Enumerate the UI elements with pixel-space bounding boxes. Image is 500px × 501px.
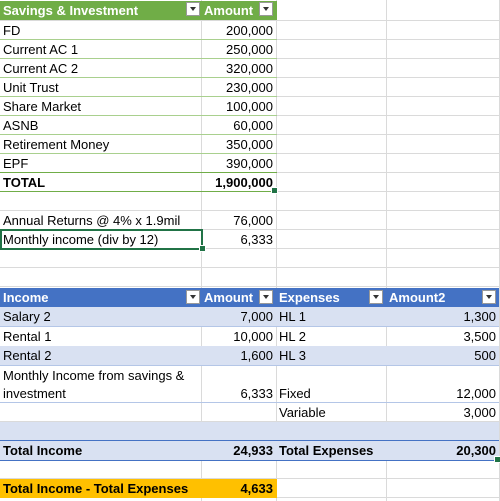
monthly-income-label[interactable]: Monthly income (div by 12)	[3, 232, 159, 247]
expense-row-label[interactable]: HL 1	[279, 309, 306, 324]
income-header-amount[interactable]: Amount	[204, 290, 254, 305]
total-expenses-label[interactable]: Total Expenses	[279, 443, 374, 458]
net-row-band	[0, 479, 277, 498]
filter-dropdown-icon[interactable]	[186, 290, 200, 304]
savings-header-row	[0, 1, 277, 20]
expense-row-label[interactable]: Fixed	[279, 386, 311, 401]
total-expenses-amount[interactable]: 20,300	[456, 443, 496, 458]
fill-handle[interactable]	[199, 245, 206, 252]
expense-row-label[interactable]: HL 2	[279, 329, 306, 344]
savings-total-label[interactable]: TOTAL	[3, 175, 46, 190]
filter-dropdown-icon[interactable]	[186, 2, 200, 16]
savings-row-amount[interactable]: 200,000	[226, 23, 273, 38]
savings-row-amount[interactable]: 350,000	[226, 137, 273, 152]
savings-row-amount[interactable]: 100,000	[226, 99, 273, 114]
expense-row-amount[interactable]: 1,300	[463, 309, 496, 324]
income-row-band	[0, 346, 499, 365]
monthly-income-value[interactable]: 6,333	[240, 232, 273, 247]
savings-row-label[interactable]: Unit Trust	[3, 80, 59, 95]
table-resize-handle[interactable]	[271, 187, 278, 194]
income-row-label[interactable]: Rental 1	[3, 329, 52, 344]
savings-row-amount[interactable]: 60,000	[233, 118, 273, 133]
filter-dropdown-icon[interactable]	[259, 2, 273, 16]
savings-row-amount[interactable]: 390,000	[226, 156, 273, 171]
income-header-expenses[interactable]: Expenses	[279, 290, 340, 305]
savings-total-amount[interactable]: 1,900,000	[215, 175, 273, 190]
savings-row-label[interactable]: Share Market	[3, 99, 82, 114]
savings-row-label[interactable]: ASNB	[3, 118, 39, 133]
expense-row-label[interactable]: HL 3	[279, 348, 306, 363]
savings-row-label[interactable]: Current AC 1	[3, 42, 79, 57]
savings-income-label-line1[interactable]: Monthly Income from savings &	[3, 368, 185, 383]
savings-row-label[interactable]: Retirement Money	[3, 137, 110, 152]
income-row-band	[0, 307, 499, 326]
filter-dropdown-icon[interactable]	[482, 290, 496, 304]
income-row-label[interactable]: Salary 2	[3, 309, 51, 324]
filter-dropdown-icon[interactable]	[369, 290, 383, 304]
savings-header-label[interactable]: Savings & Investment	[3, 3, 139, 18]
expense-row-label[interactable]: Variable	[279, 405, 326, 420]
expense-row-amount[interactable]: 500	[474, 348, 496, 363]
savings-row-amount[interactable]: 320,000	[226, 61, 273, 76]
savings-row-label[interactable]: Current AC 2	[3, 61, 79, 76]
net-income-value[interactable]: 4,633	[240, 481, 273, 496]
income-row-label[interactable]: Rental 2	[3, 348, 52, 363]
empty-row-band	[0, 422, 499, 441]
income-row-amount[interactable]: 1,600	[240, 348, 273, 363]
total-income-label[interactable]: Total Income	[3, 443, 83, 458]
income-header-amount2[interactable]: Amount2	[389, 290, 446, 305]
savings-income-label-line2[interactable]: investment	[3, 386, 66, 401]
totals-row-band	[0, 441, 499, 460]
net-income-label[interactable]: Total Income - Total Expenses	[3, 481, 189, 496]
savings-row-label[interactable]: FD	[3, 23, 21, 38]
annual-returns-label[interactable]: Annual Returns @ 4% x 1.9mil	[3, 213, 181, 228]
savings-row-label[interactable]: EPF	[3, 156, 29, 171]
annual-returns-value[interactable]: 76,000	[233, 213, 273, 228]
total-income-amount[interactable]: 24,933	[233, 443, 273, 458]
income-row-amount[interactable]: 7,000	[240, 309, 273, 324]
expense-row-amount[interactable]: 3,000	[463, 405, 496, 420]
savings-income-amount[interactable]: 6,333	[240, 386, 273, 401]
expense-row-amount[interactable]: 3,500	[463, 329, 496, 344]
income-header-income[interactable]: Income	[3, 290, 49, 305]
income-row-amount[interactable]: 10,000	[233, 329, 273, 344]
savings-header-amount[interactable]: Amount	[204, 3, 254, 18]
table-resize-handle[interactable]	[494, 456, 500, 463]
filter-dropdown-icon[interactable]	[259, 290, 273, 304]
expense-row-amount[interactable]: 12,000	[456, 386, 496, 401]
active-cell-selection	[0, 229, 203, 250]
savings-row-amount[interactable]: 230,000	[226, 80, 273, 95]
savings-row-amount[interactable]: 250,000	[226, 42, 273, 57]
